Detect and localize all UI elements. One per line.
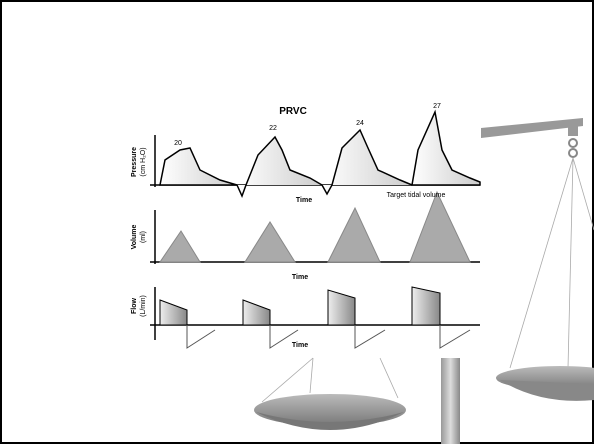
peak-label: 24 — [356, 120, 364, 127]
x-label: Time — [292, 274, 308, 281]
flow-panel: Flow (L/min) Time — [131, 286, 480, 349]
x-label: Time — [296, 197, 312, 204]
peak-label: 20 — [174, 140, 182, 147]
annotation: Target tidal volume — [387, 192, 446, 199]
y-label: Pressure — [131, 147, 138, 177]
x-label: Time — [292, 342, 308, 349]
y-label: Flow — [131, 297, 138, 313]
y-unit: (L/min) — [140, 295, 147, 317]
title: PRVC — [279, 106, 307, 117]
pressure-panel: 20 22 24 27 Pressure (cm H₂O) Time — [131, 103, 481, 204]
volume-panel: Target tidal volume Volume (ml) Time — [131, 190, 480, 281]
y-unit: (cm H₂O) — [140, 147, 147, 176]
scale — [254, 118, 594, 444]
peak-label: 27 — [433, 103, 441, 110]
y-unit: (ml) — [140, 231, 147, 243]
peak-label: 22 — [269, 125, 277, 132]
y-label: Volume — [131, 225, 138, 250]
